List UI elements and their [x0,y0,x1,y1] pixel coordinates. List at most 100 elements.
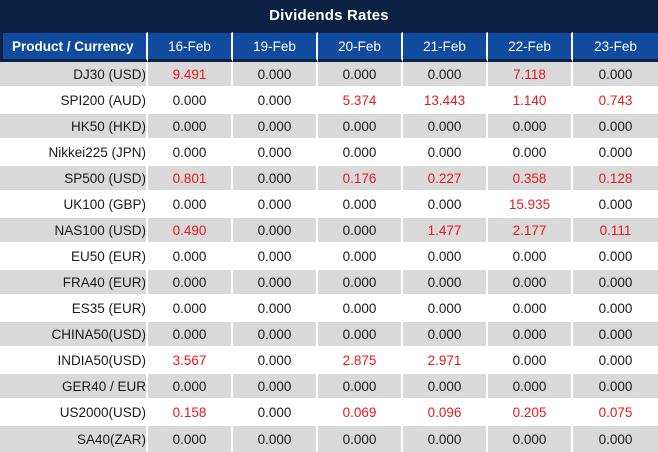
value-cell: 0.000 [318,192,403,218]
value-cell: 3.567 [148,348,233,374]
product-cell: SP500 (USD) [0,166,148,192]
value-cell: 0.000 [403,296,488,322]
value-cell: 0.000 [573,426,658,452]
value-cell: 0.000 [318,426,403,452]
value-cell: 0.000 [233,114,318,140]
value-cell: 0.000 [318,296,403,322]
column-header-product: Product / Currency [0,32,148,62]
table-row: EU50 (EUR) 0.000 0.000 0.000 0.000 0.000 0.000 [0,244,658,270]
table-row: FRA40 (EUR) 0.000 0.000 0.000 0.000 0.000 0.00… [0,270,658,296]
value-cell: 0.000 [488,114,573,140]
value-cell: 0.000 [488,244,573,270]
column-header-date: 22-Feb [488,32,573,62]
value-cell: 0.075 [573,400,658,426]
product-cell: SPI200 (AUD) [0,88,148,114]
table-header: Product / Currency 16-Feb 19-Feb 20-Feb 21-F… [0,32,658,62]
value-cell: 0.000 [573,62,658,88]
value-cell: 0.000 [403,244,488,270]
table-row: INDIA50(USD) 3.567 0.000 2.875 2.971 0.000 0.0… [0,348,658,374]
product-cell: NAS100 (USD) [0,218,148,244]
column-header-date: 16-Feb [148,32,233,62]
table-row: SPI200 (AUD) 0.000 0.000 5.374 13.443 1.140 0.… [0,88,658,114]
value-cell: 0.000 [148,244,233,270]
value-cell: 0.000 [148,426,233,452]
value-cell: 0.000 [488,140,573,166]
table-row: UK100 (GBP) 0.000 0.000 0.000 0.000 15.935 0.0… [0,192,658,218]
table-row: ES35 (EUR) 0.000 0.000 0.000 0.000 0.000 0.000 [0,296,658,322]
value-cell: 0.000 [233,218,318,244]
product-cell: SA40(ZAR) [0,426,148,452]
table-row: HK50 (HKD) 0.000 0.000 0.000 0.000 0.000 0.000 [0,114,658,140]
value-cell: 0.000 [148,270,233,296]
table-row: US2000(USD) 0.158 0.000 0.069 0.096 0.205 0.07… [0,400,658,426]
value-cell: 0.000 [233,270,318,296]
value-cell: 0.000 [233,244,318,270]
value-cell: 0.000 [233,140,318,166]
value-cell: 0.000 [318,114,403,140]
value-cell: 0.000 [148,192,233,218]
header-row: Product / Currency 16-Feb 19-Feb 20-Feb 21-F… [0,32,658,62]
product-cell: ES35 (EUR) [0,296,148,322]
value-cell: 0.205 [488,400,573,426]
value-cell: 2.177 [488,218,573,244]
product-cell: INDIA50(USD) [0,348,148,374]
product-cell: Nikkei225 (JPN) [0,140,148,166]
value-cell: 0.000 [318,374,403,400]
value-cell: 0.111 [573,218,658,244]
value-cell: 0.000 [403,322,488,348]
product-cell: UK100 (GBP) [0,192,148,218]
column-header-date: 23-Feb [573,32,658,62]
table-row: DJ30 (USD) 9.491 0.000 0.000 0.000 7.118 0.000 [0,62,658,88]
value-cell: 0.000 [573,296,658,322]
value-cell: 1.477 [403,218,488,244]
value-cell: 0.000 [233,88,318,114]
value-cell: 0.000 [403,374,488,400]
value-cell: 0.000 [403,140,488,166]
value-cell: 0.128 [573,166,658,192]
value-cell: 1.140 [488,88,573,114]
table-body: DJ30 (USD) 9.491 0.000 0.000 0.000 7.118 0.000… [0,62,658,452]
table-row: GER40 / EUR 0.000 0.000 0.000 0.000 0.000 0.00… [0,374,658,400]
value-cell: 9.491 [148,62,233,88]
value-cell: 0.358 [488,166,573,192]
column-header-date: 19-Feb [233,32,318,62]
product-cell: HK50 (HKD) [0,114,148,140]
product-cell: EU50 (EUR) [0,244,148,270]
value-cell: 0.000 [403,114,488,140]
product-cell: DJ30 (USD) [0,62,148,88]
product-cell: GER40 / EUR [0,374,148,400]
value-cell: 0.000 [233,426,318,452]
value-cell: 0.000 [148,114,233,140]
value-cell: 0.490 [148,218,233,244]
table-row: NAS100 (USD) 0.490 0.000 0.000 1.477 2.177 0.1… [0,218,658,244]
value-cell: 0.000 [233,348,318,374]
value-cell: 0.000 [488,426,573,452]
value-cell: 0.000 [573,374,658,400]
value-cell: 0.000 [233,296,318,322]
value-cell: 0.000 [233,62,318,88]
value-cell: 0.000 [318,140,403,166]
product-cell: CHINA50(USD) [0,322,148,348]
value-cell: 0.000 [573,140,658,166]
value-cell: 0.000 [488,296,573,322]
value-cell: 0.000 [573,244,658,270]
value-cell: 0.176 [318,166,403,192]
table-row: Nikkei225 (JPN) 0.000 0.000 0.000 0.000 0.000… [0,140,658,166]
column-header-date: 20-Feb [318,32,403,62]
value-cell: 0.000 [573,270,658,296]
value-cell: 0.000 [148,140,233,166]
value-cell: 0.000 [573,348,658,374]
value-cell: 7.118 [488,62,573,88]
value-cell: 0.000 [573,114,658,140]
value-cell: 0.000 [403,62,488,88]
value-cell: 2.875 [318,348,403,374]
value-cell: 0.158 [148,400,233,426]
value-cell: 0.801 [148,166,233,192]
value-cell: 0.000 [573,192,658,218]
value-cell: 0.000 [488,348,573,374]
value-cell: 0.000 [318,218,403,244]
value-cell: 0.000 [148,296,233,322]
value-cell: 0.000 [573,322,658,348]
value-cell: 0.000 [318,322,403,348]
